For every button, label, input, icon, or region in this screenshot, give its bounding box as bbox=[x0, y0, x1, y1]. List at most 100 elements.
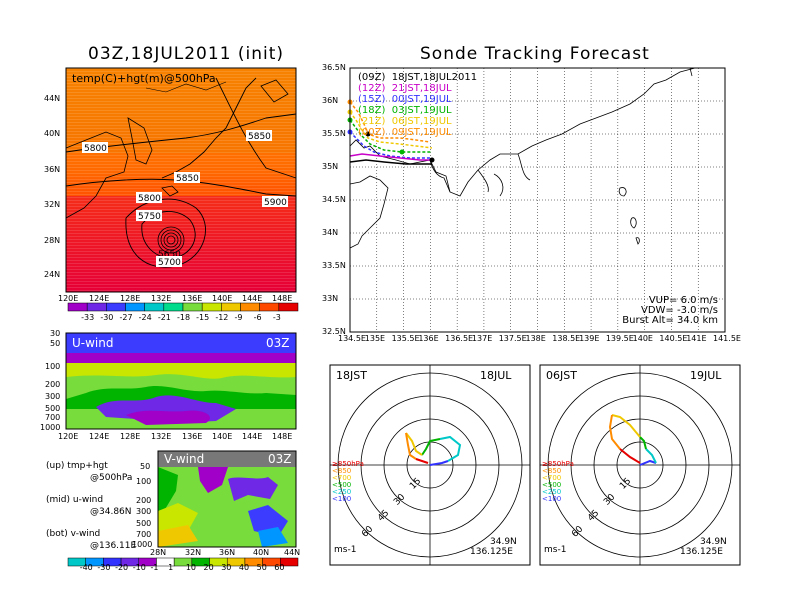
x-tick: 124E bbox=[89, 432, 110, 441]
lat-tick: 44N bbox=[44, 94, 61, 103]
y-tick: 50 bbox=[50, 339, 61, 348]
lat-tick: 36.5N bbox=[322, 63, 346, 72]
uwind-title: U-wind bbox=[72, 336, 114, 350]
lon-tick: 137.5E bbox=[498, 334, 527, 343]
pressure-legend-item: <100 bbox=[542, 495, 562, 503]
legend-row: (21Z) 06JST,19JUL bbox=[358, 116, 477, 127]
hodograph-trace bbox=[608, 414, 657, 466]
x-tick: 32N bbox=[185, 548, 202, 557]
vwind-time: 03Z bbox=[268, 452, 292, 466]
colorbar-swatch bbox=[106, 302, 126, 312]
vup-value: VUP= 6.0 m/s bbox=[648, 295, 718, 306]
y-tick: 500 bbox=[136, 519, 152, 528]
pressure-legend-item: <850 bbox=[332, 467, 352, 475]
colorbar-label: 40 bbox=[238, 563, 250, 572]
hodograph-06jst-svg bbox=[539, 364, 741, 566]
x-tick: 120E bbox=[58, 432, 79, 441]
note-mid: (mid) u-wind bbox=[46, 495, 104, 505]
colorbar-label: 30 bbox=[221, 563, 232, 572]
lon-tick: 148E bbox=[272, 294, 293, 303]
legend-code: (18Z) bbox=[358, 105, 386, 116]
tracking-params: VUP= 6.0 m/s VDW= -3.0 m/s Burst Alt= 34… bbox=[620, 296, 718, 326]
vwind-title: V-wind bbox=[164, 452, 205, 466]
pressure-legend-item: <500 bbox=[542, 481, 562, 489]
y-tick: 100 bbox=[45, 362, 61, 371]
legend-row: (18Z) 03JST,19JUL bbox=[358, 105, 477, 116]
tracking-map-panel bbox=[347, 67, 726, 333]
note-up-level: @500hPa bbox=[90, 473, 133, 483]
legend-time: 21JST,18JUL bbox=[391, 83, 452, 94]
colorbar-label: 1 bbox=[168, 563, 174, 572]
x-tick: 28N bbox=[150, 548, 167, 557]
legend-time: 09JST,19JUL bbox=[391, 127, 452, 138]
hodo1-left-label: 18JST bbox=[336, 369, 367, 382]
uwind-svg bbox=[65, 332, 297, 430]
note-bot: (bot) v-wind bbox=[46, 529, 101, 539]
y-tick: 300 bbox=[136, 507, 152, 516]
colorbar-label: -30 bbox=[97, 563, 111, 572]
x-tick: 148E bbox=[272, 432, 293, 441]
lon-tick: 137E bbox=[471, 334, 493, 343]
main-map-svg: 5800 5850 5850 5800 5750 5900 5650 5700 bbox=[65, 67, 297, 293]
colorbar-swatch bbox=[259, 302, 280, 312]
y-tick: 30 bbox=[50, 329, 61, 338]
colorbar-label: -20 bbox=[115, 563, 129, 572]
y-tick: 500 bbox=[45, 404, 61, 413]
colorbar-label: -27 bbox=[119, 313, 133, 322]
colorbar-label: -1 bbox=[150, 563, 159, 572]
vdw-value: VDW= -3.0 m/s bbox=[641, 305, 718, 316]
x-tick: 36N bbox=[219, 548, 236, 557]
hodo1-lat: 34.9N bbox=[490, 537, 517, 547]
lon-tick: 132E bbox=[151, 294, 172, 303]
hodograph-trace bbox=[405, 432, 462, 466]
hodo1-pressure-legend: ≥850hPa <850 <700 <500 <250 <100 bbox=[332, 461, 364, 503]
pressure-legend-item: <700 bbox=[542, 474, 562, 482]
legend-code: (21Z) bbox=[358, 116, 386, 127]
contour-label: 5700 bbox=[158, 258, 181, 268]
colorbar-label: -33 bbox=[81, 313, 95, 322]
colorbar-swatch bbox=[278, 302, 299, 312]
lat-tick: 24N bbox=[44, 270, 61, 279]
y-tick: 1000 bbox=[40, 423, 61, 432]
main-map-panel: 5800 5850 5850 5800 5750 5900 5650 5700 … bbox=[65, 67, 297, 293]
x-tick: 128E bbox=[120, 432, 141, 441]
legend-code: (09Z) bbox=[358, 72, 386, 83]
contour-label: 5650 bbox=[158, 250, 181, 260]
pressure-legend-item: <700 bbox=[332, 474, 352, 482]
colorbar-label: 10 bbox=[185, 563, 197, 572]
notes-block: (up) tmp+hgt @500hPa (mid) u-wind @34.86… bbox=[46, 460, 156, 552]
lon-tick: 136E bbox=[418, 334, 439, 343]
lon-tick: 128E bbox=[120, 294, 141, 303]
contour-label: 5900 bbox=[264, 198, 287, 208]
hodograph-18jst-svg bbox=[329, 364, 531, 566]
contour-label: 5800 bbox=[138, 194, 161, 204]
colorbar-label: -21 bbox=[157, 313, 171, 322]
pressure-legend-item: ≥850hPa bbox=[542, 460, 574, 468]
colorbar-label: -12 bbox=[215, 313, 229, 322]
legend-code: (00Z) bbox=[358, 127, 386, 138]
colorbar-label: -30 bbox=[100, 313, 114, 322]
main-colorbar-labels: -33 -30 -27 -24 -21 -18 -15 -12 -9 -6 -3 bbox=[68, 313, 298, 323]
main-map-title: 03Z,18JUL2011 (init) bbox=[88, 44, 285, 64]
x-tick: 132E bbox=[151, 432, 172, 441]
hodograph-18jst: 18JST 18JUL 15 30 45 60 ≥850hPa <850 <70… bbox=[329, 364, 531, 566]
pressure-legend-item: <250 bbox=[332, 488, 352, 496]
lat-tick: 34.5N bbox=[322, 195, 346, 204]
legend-time: 03JST,19JUL bbox=[391, 105, 452, 116]
legend-row: (15Z) 00JST,19JUL bbox=[358, 94, 477, 105]
x-tick: 140E bbox=[212, 432, 233, 441]
lat-tick: 33.5N bbox=[322, 261, 346, 270]
legend-time: 18JST,18JUL2011 bbox=[391, 72, 478, 83]
lon-tick: 139E bbox=[579, 334, 600, 343]
wind-colorbar-labels: -40 -30 -20 -10 -1 1 10 20 30 40 50 60 bbox=[68, 563, 298, 573]
hodo2-left-label: 06JST bbox=[546, 369, 577, 382]
uwind-time: 03Z bbox=[266, 336, 290, 350]
tracking-map-svg bbox=[347, 67, 726, 333]
y-tick: 200 bbox=[136, 496, 152, 505]
hodo2-unit: ms-1 bbox=[544, 545, 567, 555]
sonde-tracks bbox=[347, 99, 435, 165]
colorbar-label: -10 bbox=[132, 563, 146, 572]
lat-tick: 28N bbox=[44, 236, 61, 245]
y-tick: 300 bbox=[45, 392, 61, 401]
lon-tick: 134.5E bbox=[338, 334, 366, 343]
